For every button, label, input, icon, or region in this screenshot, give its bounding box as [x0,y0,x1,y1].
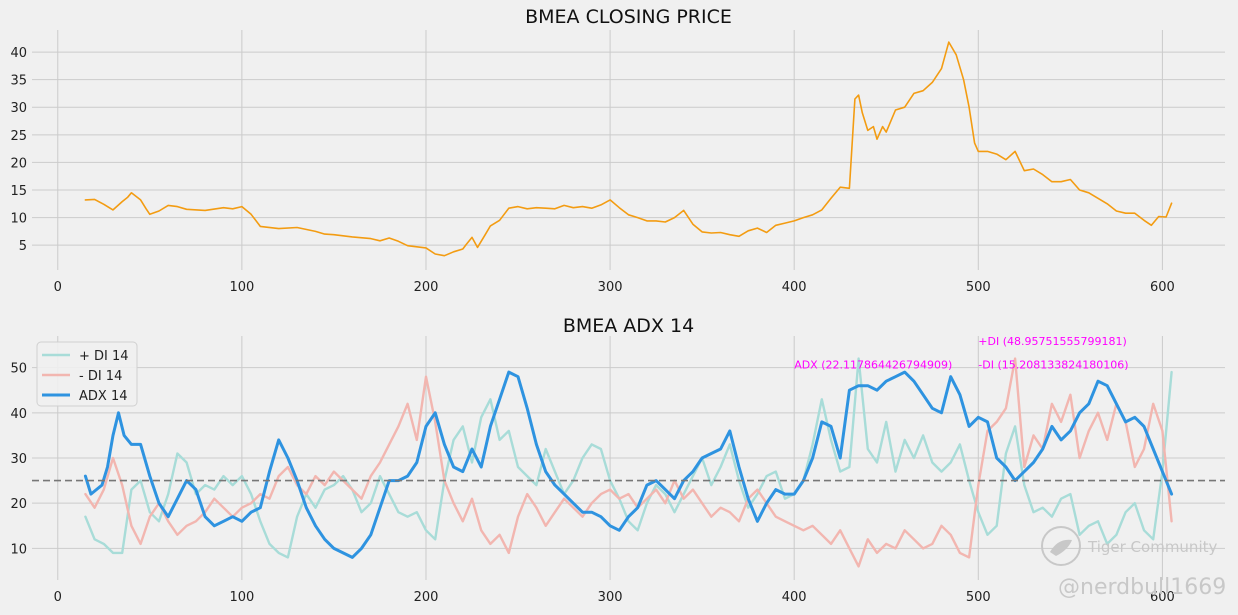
y-tick-label: 20 [10,497,27,512]
legend: + DI 14 - DI 14 ADX 14 [36,341,138,407]
y-tick-label: 50 [10,362,27,377]
x-tick-label: 200 [414,590,439,605]
y-tick-label: 15 [10,184,27,199]
y-tick-label: 10 [10,212,27,227]
x-tick-label: 600 [1150,280,1175,295]
grid [32,336,1225,580]
x-tick-label: 100 [229,590,254,605]
y-tick-label: 35 [10,74,27,89]
series-line-di-14 [84,357,1173,568]
annotation-label: -DI (15.208133824180106) [978,359,1128,372]
y-tick-label: 40 [10,407,27,422]
annotation-label: +DI (48.95751555799181) [978,335,1126,348]
x-tick-label: 100 [229,280,254,295]
watermark: Tiger Community @nerdbull1669 [1041,526,1226,600]
x-tick-label: 400 [782,590,807,605]
y-tick-label: 10 [10,542,27,557]
grid [32,30,1225,270]
x-tick-label: 0 [54,280,62,295]
series-line-di-14 [84,357,1173,559]
x-tick-label: 400 [782,280,807,295]
y-tick-label: 30 [10,452,27,467]
chart-title: BMEA CLOSING PRICE [525,6,732,28]
legend-label: - DI 14 [79,369,122,384]
tiger-stripe-icon [1050,539,1072,556]
annotation-label: ADX (22.117864426794909) [794,359,952,372]
watermark-handle: @nerdbull1669 [1058,575,1226,600]
chart-panel-2: 0 100 200 300 400 500 600 10 20 30 40 50 BMEA ADX 14… [10,315,1225,605]
y-tick-label: 5 [19,239,27,254]
y-tick-label: 40 [10,46,27,61]
chart-panel-1: 0 100 200 300 400 500 600 5 10 15 20 25 30 35 40 BMEA C… [10,6,1225,295]
y-tick-label: 25 [10,129,27,144]
x-tick-label: 500 [966,280,991,295]
x-tick-label: 300 [598,590,623,605]
x-tick-label: 600 [1150,590,1175,605]
tiger-logo-icon [1041,526,1081,566]
x-tick-label: 0 [54,590,62,605]
x-tick-label: 500 [966,590,991,605]
y-tick-label: 30 [10,101,27,116]
legend-label: + DI 14 [79,349,129,364]
series-line-adx-14 [83,370,1174,559]
y-tick-label: 20 [10,156,27,171]
x-tick-label: 300 [598,280,623,295]
legend-label: ADX 14 [79,389,127,404]
watermark-brand: Tiger Community [1087,538,1217,556]
chart-title: BMEA ADX 14 [563,315,694,337]
series-line-close [84,41,1173,257]
x-tick-label: 200 [414,280,439,295]
legend-box [36,341,138,407]
